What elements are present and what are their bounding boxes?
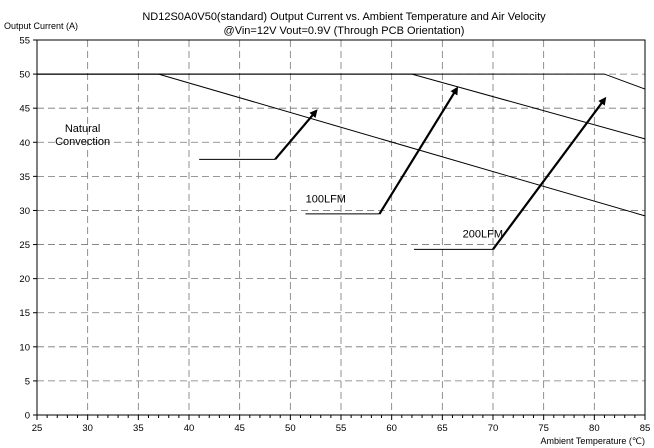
x-tick-label-25: 25: [32, 423, 43, 434]
y-tick-label-55: 55: [19, 36, 30, 47]
x-tick-label-45: 45: [234, 423, 245, 434]
y-tick-label-30: 30: [19, 206, 30, 217]
x-tick-label-60: 60: [386, 423, 397, 434]
grid-lines: [37, 40, 645, 415]
tick-labels: 25 30 35 40 45 50 55 60 65 70 75 80 85 0 5 10 15 20 25 30 35…: [19, 36, 650, 435]
x-tick-label-70: 70: [488, 423, 499, 434]
x-tick-label-50: 50: [285, 423, 296, 434]
annotation-label-1-line-1: Natural: [65, 123, 100, 135]
y-tick-label-20: 20: [19, 274, 30, 285]
x-tick-label-85: 85: [640, 423, 651, 434]
x-tick-label-65: 65: [437, 423, 448, 434]
y-tick-label-10: 10: [19, 342, 30, 353]
x-tick-label-40: 40: [184, 423, 195, 434]
x-tick-label-55: 55: [336, 423, 347, 434]
y-tick-label-25: 25: [19, 240, 30, 251]
y-tick-label-0: 0: [25, 411, 30, 422]
y-tick-label-35: 35: [19, 172, 30, 183]
plot-frame: [33, 39, 646, 420]
series-line-3: [37, 73, 646, 90]
annotation-arrow-2: [378, 86, 459, 215]
chart-title: ND12S0A0V50(standard) Output Current vs.…: [142, 11, 546, 23]
y-tick-label-45: 45: [19, 104, 30, 115]
x-axis-label: Ambient Temperature (℃): [541, 436, 645, 446]
annotation-label-1-line-2: Convection: [55, 136, 110, 148]
x-tick-label-35: 35: [133, 423, 144, 434]
y-tick-label-15: 15: [19, 308, 30, 319]
y-axis-label: Output Current (A): [4, 21, 78, 31]
y-tick-label-5: 5: [25, 376, 30, 387]
y-tick-label-40: 40: [19, 138, 30, 149]
x-tick-label-80: 80: [589, 423, 600, 434]
annotation-label-3-line-1: 200LFM: [463, 229, 503, 241]
x-tick-label-75: 75: [538, 423, 549, 434]
annotation-label-2-line-1: 100LFM: [306, 193, 346, 205]
series-curves: [37, 73, 646, 217]
y-tick-label-50: 50: [19, 70, 30, 81]
chart-subtitle: @Vin=12V Vout=0.9V (Through PCB Orientat…: [224, 25, 465, 37]
annotation-arrow-3: [492, 96, 607, 250]
x-tick-label-30: 30: [82, 423, 93, 434]
annotation-arrow-1: [274, 109, 318, 161]
